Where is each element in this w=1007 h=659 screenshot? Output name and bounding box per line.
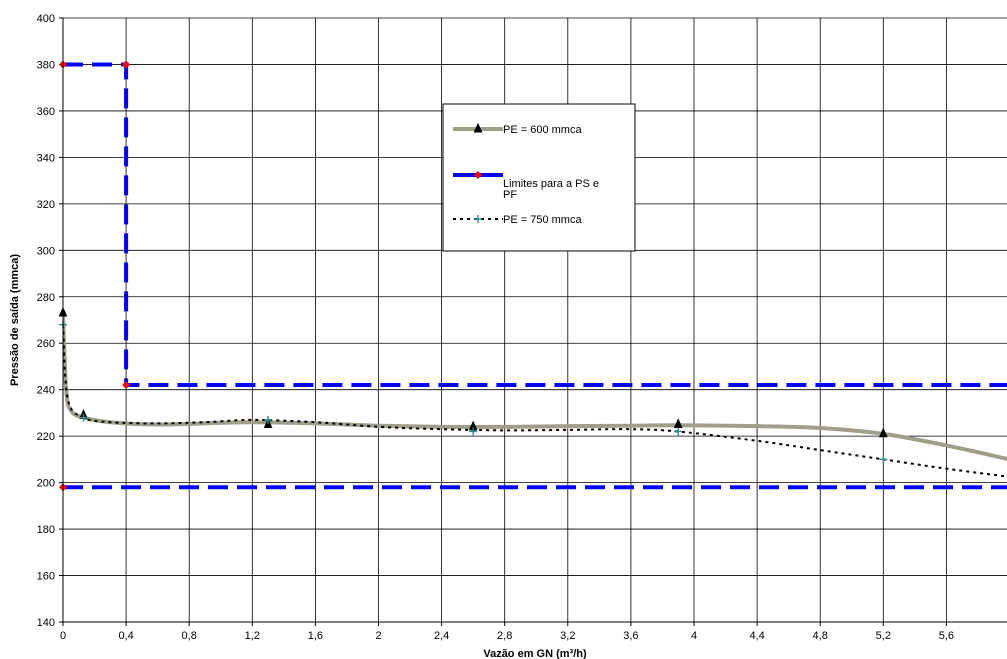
y-tick-label: 180 [37,524,55,536]
y-tick-label: 380 [37,59,55,71]
x-tick-label: 2,8 [497,630,512,642]
y-tick-label: 300 [37,245,55,257]
x-tick-label: 2 [375,630,381,642]
legend-limits-label: Limites para a PS e PF [503,178,599,201]
legend: PE = 600 mmca Limites para a PS e PF PE = 7… [442,103,636,252]
x-tick-label: 0,4 [118,630,133,642]
legend-pe600-label: PE = 600 mmca [503,124,582,136]
pe600-point [673,418,683,429]
pe750-series-line [63,324,1007,478]
pe750-point [469,427,478,436]
y-tick-label: 200 [37,478,55,490]
y-tick-label: 140 [37,617,55,629]
limits-point [122,381,131,390]
y-tick-label: 320 [37,199,55,211]
pe750-point [79,413,88,422]
legend-pe750-label: PE = 750 mmca [503,214,582,226]
pe600-point [468,420,478,431]
pe750-point [879,455,888,464]
limits-point [122,60,131,69]
legend-items: PE = 600 mmca Limites para a PS e PF PE = 7… [453,122,599,226]
limits-series-line [63,62,1007,388]
y-tick-label: 160 [37,571,55,583]
x-tick-label: 3,6 [623,630,638,642]
y-axis-title: Pressão de saída (mmca) [9,254,21,386]
x-tick-label: 2,4 [434,630,449,642]
x-axis-title: Vazão em GN (m³/h) [483,648,587,659]
y-tick-label: 260 [37,338,55,350]
x-tick-label: 4 [691,630,697,642]
x-tick-label: 3,2 [560,630,575,642]
tick-labels: 1401601802002202402602803003203403603804… [37,13,954,642]
x-tick-label: 0,8 [182,630,197,642]
y-tick-label: 360 [37,106,55,118]
markers-group [58,60,888,492]
y-tick-label: 280 [37,292,55,304]
y-tick-label: 220 [37,431,55,443]
y-tick-label: 340 [37,152,55,164]
pe750-point [264,415,273,424]
legend-pe750-marker [474,215,482,223]
x-tick-label: 1,2 [245,630,260,642]
x-tick-label: 5,6 [939,630,954,642]
legend-pe600-marker [473,122,483,133]
pe750-point [674,427,683,436]
x-tick-label: 0 [60,630,66,642]
x-tick-label: 4,4 [749,630,764,642]
x-tick-label: 1,6 [308,630,323,642]
x-tick-label: 5,2 [876,630,891,642]
y-tick-label: 240 [37,385,55,397]
legend-limits-marker [474,171,482,179]
pe600-point [878,427,888,438]
x-tick-label: 4,8 [813,630,828,642]
y-tick-label: 400 [37,13,55,25]
